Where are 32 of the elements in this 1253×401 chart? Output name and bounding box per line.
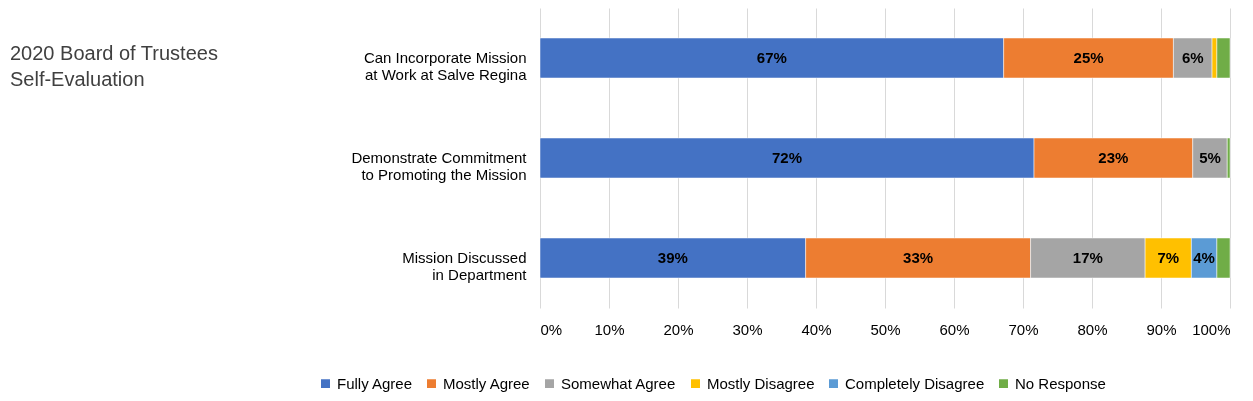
legend-label: Somewhat Agree [561,374,676,392]
x-tick-label: 50% [870,320,901,338]
y-tick-label: Can Incorporate Mission at Work at Salve Regina [363,49,528,83]
data-label: 7% [1157,249,1180,266]
data-label: 5% [1199,149,1221,166]
data-label: 33% [903,249,934,266]
x-tick-label: 90% [1146,320,1177,338]
data-label: 23% [1098,149,1129,166]
data-label: 4% [1193,249,1215,266]
x-tick-label: 40% [801,320,832,338]
data-label: 17% [1072,249,1103,266]
legend-label: No Response [1015,374,1106,392]
x-tick-label: 20% [663,320,694,338]
y-tick-label: Demonstrate Commitment to Promoting the Mission [351,149,528,183]
legend-label: Fully Agree [337,374,413,392]
data-label: 67% [756,49,787,66]
x-tick-label: 30% [732,320,763,338]
data-label: 6% [1181,49,1204,66]
y-tick-label: Mission Discussed in Department [402,249,528,283]
x-tick-label: 80% [1077,320,1108,338]
x-tick-label: 0% [540,320,563,338]
data-label: 72% [772,149,803,166]
legend-label: Mostly Agree [443,374,530,392]
x-tick-label: 10% [594,320,625,338]
text: 2020 Board of Trustees Self-Evaluation [10,41,219,92]
x-tick-label: 70% [1008,320,1039,338]
x-tick-label: 60% [939,320,970,338]
x-tick-label: 100% [1192,320,1231,338]
data-label: 39% [657,249,688,266]
data-label: 25% [1073,49,1104,66]
legend-label: Completely Disagree [845,374,985,392]
legend-label: Mostly Disagree [707,374,815,392]
